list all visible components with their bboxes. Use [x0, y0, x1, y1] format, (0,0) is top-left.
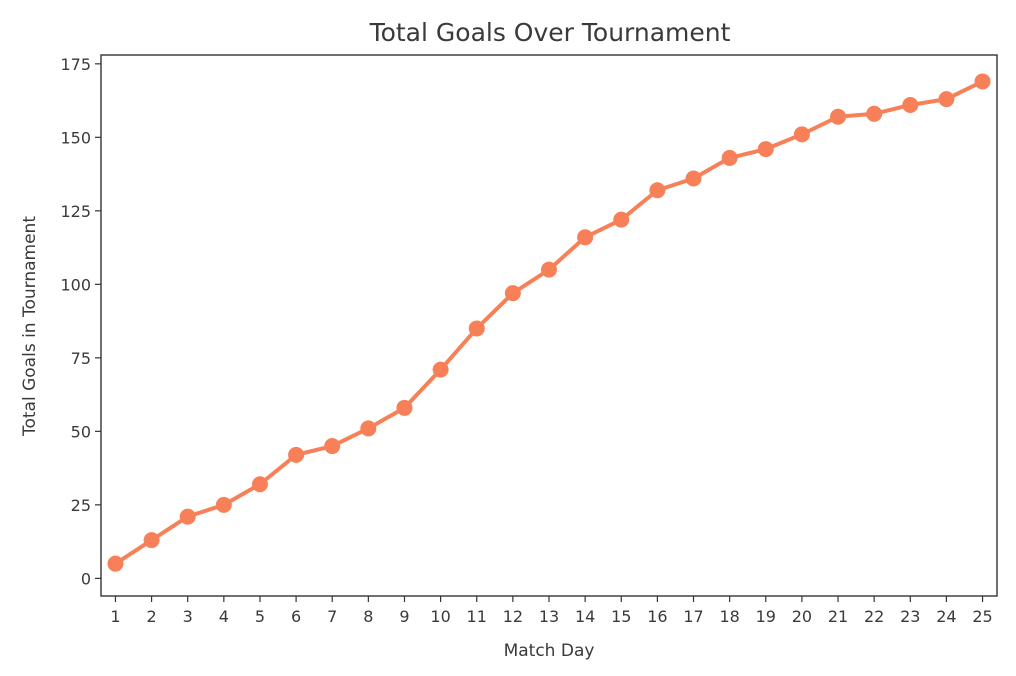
data-point — [107, 555, 124, 572]
x-tick-label: 10 — [430, 607, 450, 626]
data-point — [938, 91, 955, 108]
data-point — [866, 105, 883, 122]
y-tick-label: 50 — [71, 422, 91, 441]
data-point — [793, 126, 810, 143]
x-tick-label: 15 — [611, 607, 631, 626]
y-axis: 0 25 50 75 100 125 150 175 — [60, 55, 101, 588]
x-tick-label: 12 — [503, 607, 523, 626]
x-tick-label: 5 — [255, 607, 265, 626]
y-tick-label: 150 — [60, 128, 91, 147]
y-tick-label: 25 — [71, 496, 91, 515]
data-point — [288, 446, 305, 463]
x-tick-label: 23 — [900, 607, 920, 626]
x-tick-label: 6 — [291, 607, 301, 626]
x-tick-label: 8 — [363, 607, 373, 626]
data-point — [504, 285, 521, 302]
x-axis-label: Match Day — [504, 641, 595, 661]
plot-area-frame — [100, 54, 998, 597]
y-tick-label: 175 — [60, 55, 91, 74]
x-tick-label: 16 — [647, 607, 667, 626]
y-tick-label: 75 — [71, 349, 91, 368]
chart-title: Total Goals Over Tournament — [369, 18, 731, 47]
data-point — [324, 438, 341, 455]
series-total-goals — [107, 73, 991, 572]
data-point — [685, 170, 702, 187]
y-axis-label: Total Goals in Tournament — [20, 216, 40, 437]
x-tick-label: 20 — [792, 607, 812, 626]
data-point — [974, 73, 991, 90]
x-tick-label: 3 — [183, 607, 193, 626]
x-tick-label: 13 — [539, 607, 559, 626]
x-tick-label: 2 — [146, 607, 156, 626]
data-point — [830, 108, 847, 125]
data-point — [396, 399, 413, 416]
x-axis: 1 2 3 4 5 6 7 8 9 10 11 12 13 14 15 16 17 18 19 20 21 22 23 24 2… — [110, 596, 993, 626]
data-point — [541, 261, 557, 278]
data-point — [757, 141, 774, 158]
x-tick-label: 9 — [399, 607, 409, 626]
x-tick-label: 22 — [864, 607, 884, 626]
y-tick-label: 0 — [81, 569, 91, 588]
data-point — [902, 96, 919, 113]
x-tick-label: 4 — [219, 607, 229, 626]
data-point — [215, 496, 232, 513]
data-point — [468, 320, 485, 337]
data-point — [577, 229, 594, 246]
data-point — [432, 361, 449, 378]
x-tick-label: 7 — [327, 607, 337, 626]
y-tick-label: 125 — [60, 202, 91, 221]
x-tick-label: 25 — [972, 607, 992, 626]
x-tick-label: 14 — [575, 607, 595, 626]
data-point — [251, 476, 268, 493]
data-point — [649, 182, 666, 199]
x-tick-label: 1 — [110, 607, 120, 626]
x-tick-label: 18 — [719, 607, 739, 626]
x-tick-label: 11 — [467, 607, 487, 626]
data-point — [143, 532, 160, 549]
data-point — [179, 508, 196, 525]
x-tick-label: 17 — [683, 607, 703, 626]
data-point — [613, 211, 630, 228]
y-tick-label: 100 — [60, 275, 91, 294]
data-point — [360, 420, 377, 437]
data-point — [721, 149, 738, 166]
x-tick-label: 24 — [936, 607, 956, 626]
x-tick-label: 21 — [828, 607, 848, 626]
x-tick-label: 19 — [756, 607, 776, 626]
series-line — [113, 79, 985, 566]
